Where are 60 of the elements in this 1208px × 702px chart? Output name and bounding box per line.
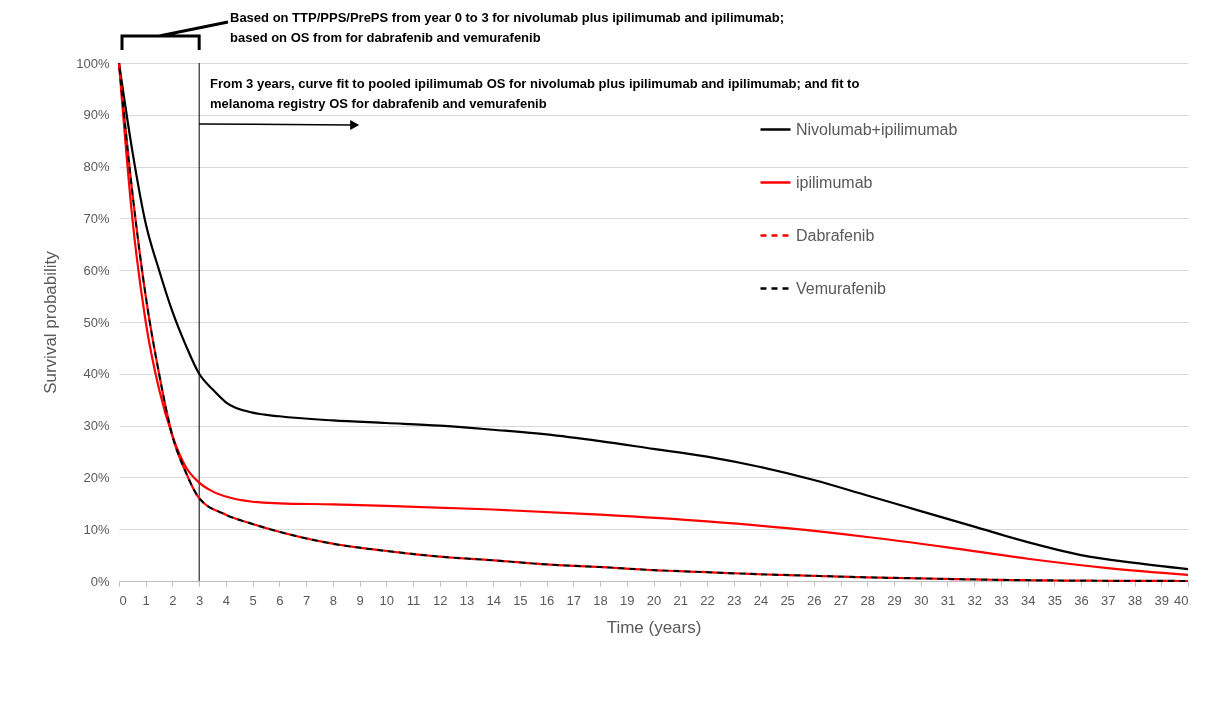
x-tick-label: 13: [459, 592, 475, 608]
y-tick-label: 80%: [83, 159, 110, 175]
x-tick-label: 32: [967, 592, 982, 608]
x-tick-label: 21: [673, 592, 688, 608]
y-tick-label: 30%: [83, 418, 110, 434]
text: Based on TTP/PPS/PrePS from year 0 to 3 for nivolumab plus ipilimumab and ipilimumab; based on OS from for dabrafenib and vemurafenib: [230, 10, 785, 45]
x-axis-title: Time (years): [606, 617, 702, 637]
x-tick-label: 38: [1127, 592, 1143, 608]
legend-label: ipilimumab: [796, 173, 873, 191]
y-axis-title: Survival probability: [41, 250, 61, 394]
y-tick-label: 20%: [83, 469, 110, 485]
x-tick-label: 3: [196, 592, 204, 608]
annotation: From 3 years, curve fit to pooled ipilimumab OS for nivolumab plus ipilimumab and ipilimumab; and fit to melanoma registry OS for dabrafenib and vemurafenib: [210, 76, 860, 111]
y-tick-label: 50%: [83, 314, 110, 330]
x-tick-label: 4: [222, 592, 231, 608]
x-tick-label: 35: [1047, 592, 1063, 608]
x-tick-label: 37: [1101, 592, 1116, 608]
y-tick-label: 10%: [83, 521, 110, 537]
x-tick-label: 16: [539, 592, 555, 608]
x-tick-label: 19: [620, 592, 635, 608]
x-tick-label: 25: [780, 592, 795, 608]
x-tick-label: 15: [513, 592, 528, 608]
legend-label: Dabrafenib: [796, 226, 875, 244]
x-tick-label: 6: [276, 592, 284, 608]
x-tick-label: 18: [593, 592, 608, 608]
x-tick-label: 10: [379, 592, 394, 608]
x-tick-label: 34: [1020, 592, 1036, 608]
x-tick-label: 24: [753, 592, 769, 608]
y-tick-label: 70%: [83, 210, 110, 226]
x-tick-label: 33: [994, 592, 1009, 608]
x-tick-label: 23: [726, 592, 742, 608]
x-tick-label: 30: [914, 592, 929, 608]
x-tick-label: 39: [1154, 592, 1170, 608]
x-tick-label: 1: [142, 592, 150, 608]
x-tick-label: 20: [646, 592, 662, 608]
y-tick-label: 40%: [83, 366, 110, 382]
x-tick-label: 28: [860, 592, 876, 608]
x-tick-label: 7: [302, 592, 311, 608]
y-tick-label: 0%: [90, 573, 110, 589]
x-tick-label: 11: [406, 592, 421, 608]
y-tick-label: 60%: [83, 262, 110, 278]
x-tick-label: 12: [432, 592, 448, 608]
x-tick-label: 31: [940, 592, 956, 608]
x-tick-label: 14: [486, 592, 501, 608]
x-tick-label: 29: [887, 592, 902, 608]
x-tick-label: 26: [807, 592, 822, 608]
y-tick-label: 100%: [76, 55, 110, 71]
x-tick-label: 36: [1074, 592, 1089, 608]
x-tick-label: 17: [566, 592, 582, 608]
x-tick-label: 22: [700, 592, 715, 608]
x-tick-label: 40: [1174, 592, 1189, 608]
x-tick-label: 9: [356, 592, 364, 608]
y-tick-label: 90%: [83, 107, 110, 123]
x-tick-label: 8: [329, 592, 337, 608]
x-tick-label: 0: [119, 592, 127, 608]
x-tick-label: 27: [833, 592, 849, 608]
x-tick-label: 5: [249, 592, 257, 608]
x-tick-label: 2: [169, 592, 177, 608]
legend-label: Nivolumab+ipilimumab: [796, 120, 958, 138]
legend-label: Vemurafenib: [796, 279, 886, 297]
